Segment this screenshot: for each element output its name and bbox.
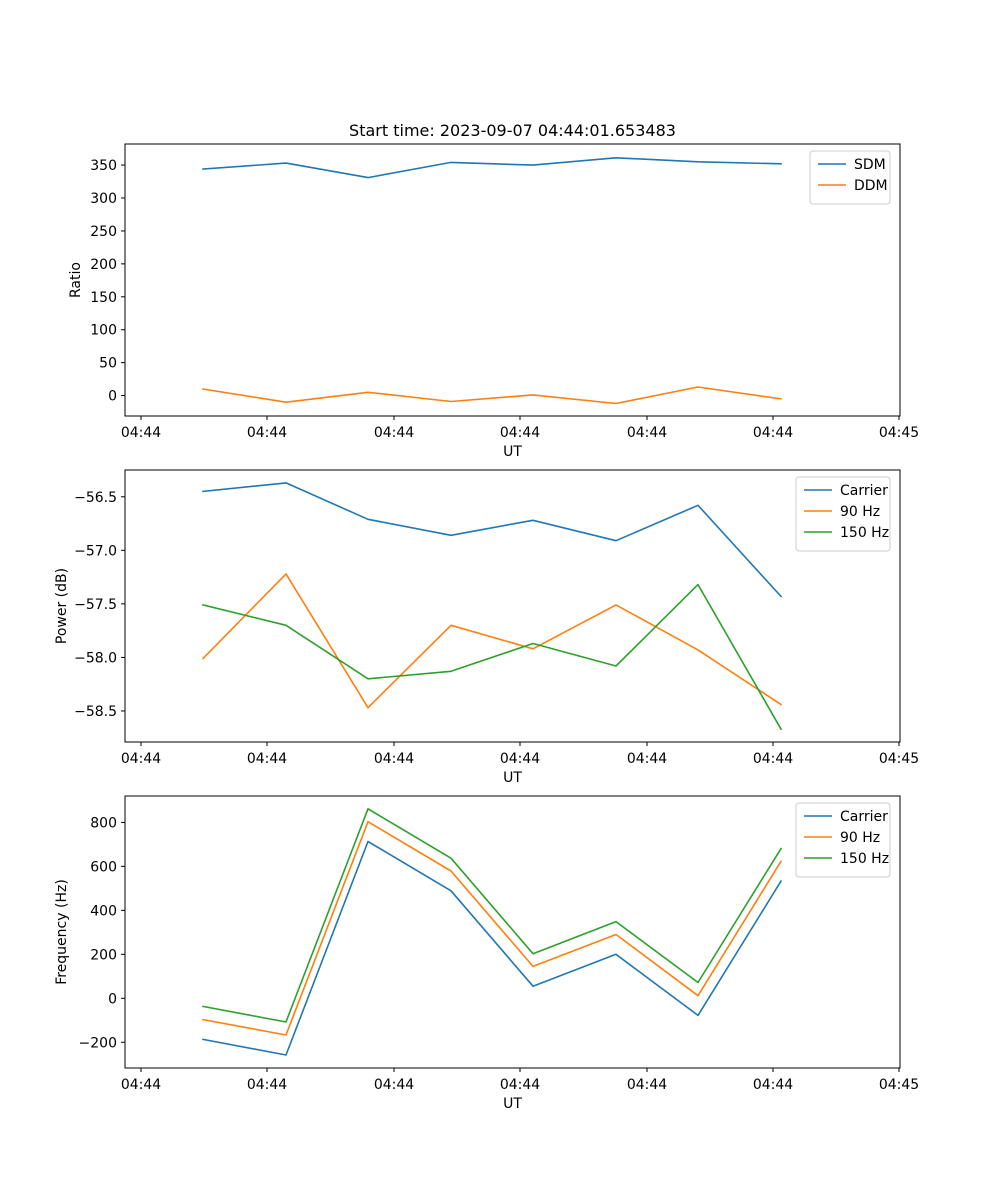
y-tick-label: 300 [90,191,117,207]
x-tick-label: 04:44 [753,1077,793,1093]
subplot-3: 04:44 04:44 04:44 04:44 04:44 04:44 04:45 −200 0… [54,795,919,1112]
x-tick-label: 04:44 [247,751,287,767]
y-tick-label: −58.5 [74,704,117,720]
legend-label: 90 Hz [840,504,880,520]
x-tick-label: 04:44 [247,1077,287,1093]
x-tick-label: 04:44 [374,425,414,441]
axes-frame [124,795,901,1069]
x-axis-label: UT [503,770,522,786]
y-tick-label: −57.0 [74,543,117,559]
legend-label: 90 Hz [840,830,880,846]
y-axis-label: Frequency (Hz) [54,879,70,985]
legend: Carrier 90 Hz 150 Hz [795,476,891,552]
x-tick-label: 04:44 [500,1077,540,1093]
y-axis-label: Power (dB) [54,568,70,644]
y-tick-label: −200 [79,1035,117,1051]
x-tick-label: 04:45 [879,1077,919,1093]
y-tick-label: 600 [90,859,117,875]
y-tick-label: 50 [99,356,117,372]
series-line-carrier [202,840,783,1056]
x-tick-label: 04:44 [753,751,793,767]
x-tick-label: 04:45 [879,425,919,441]
y-tick-label: −58.0 [74,650,117,666]
axes-frame [124,469,901,743]
x-tick-label: 04:44 [121,751,161,767]
y-tick-label: 200 [90,257,117,273]
x-tick-label: 04:44 [121,425,161,441]
x-tick-label: 04:44 [500,425,540,441]
y-tick-label: 250 [90,224,117,240]
y-tick-label: 350 [90,158,117,174]
y-tick-label: −57.5 [74,597,117,613]
legend-label: 150 Hz [840,525,889,541]
series-line-ddm [202,386,782,405]
x-tick-label: 04:44 [374,1077,414,1093]
x-tick-label: 04:44 [374,751,414,767]
series-line-carrier [202,482,783,598]
x-axis-label: UT [503,444,522,460]
legend-label: DDM [854,178,888,194]
subplot-2: 04:44 04:44 04:44 04:44 04:44 04:44 04:45 −58.5… [54,469,919,786]
axes-frame [124,143,901,417]
x-tick-label: 04:44 [753,425,793,441]
y-tick-label: 0 [108,389,117,405]
series-line-90-hz [202,820,783,1036]
y-tick-label: 800 [90,815,117,831]
x-axis-label: UT [503,1096,522,1112]
x-tick-label: 04:44 [121,1077,161,1093]
series-line-sdm [202,157,782,179]
x-tick-label: 04:44 [627,751,667,767]
legend-label: Carrier [840,483,888,499]
x-tick-label: 04:44 [247,425,287,441]
x-tick-label: 04:44 [500,751,540,767]
x-tick-label: 04:45 [879,751,919,767]
subplot-1: Start time: 2023-09-07 04:44:01.653483 04… [68,121,919,460]
series-line-150-hz [202,583,783,731]
legend: Carrier 90 Hz 150 Hz [795,802,891,878]
x-tick-label: 04:44 [627,425,667,441]
y-tick-label: −56.5 [74,490,117,506]
y-tick-label: 200 [90,947,117,963]
chart-title: Start time: 2023-09-07 04:44:01.653483 [349,121,676,140]
series-line-150-hz [202,807,783,1023]
y-tick-label: 0 [108,991,117,1007]
legend-label: 150 Hz [840,851,889,867]
legend: SDM DDM [809,150,891,205]
y-tick-label: 150 [90,290,117,306]
series-line-90-hz [201,573,783,709]
x-tick-label: 04:44 [627,1077,667,1093]
legend-label: SDM [854,157,886,173]
y-tick-label: 100 [90,323,117,339]
legend-label: Carrier [840,809,888,825]
y-tick-label: 400 [90,903,117,919]
y-axis-label: Ratio [68,262,84,298]
